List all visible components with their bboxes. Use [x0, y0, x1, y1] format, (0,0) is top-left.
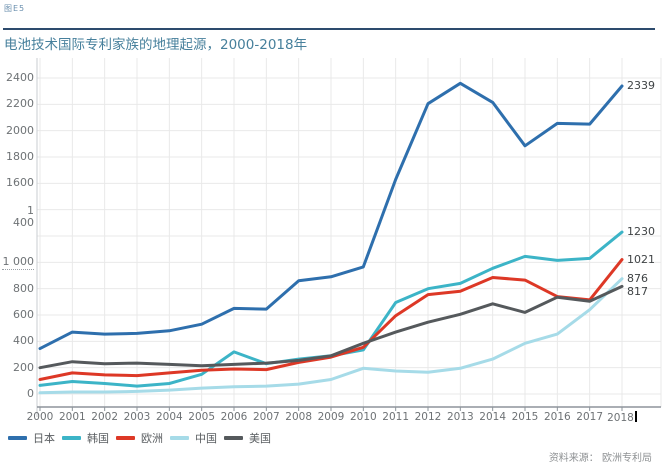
y-axis-tick-label: 1800: [6, 150, 34, 163]
chart-legend: 日本 韩国 欧洲 中国 美国: [8, 430, 271, 446]
legend-item-欧洲: 欧洲: [116, 430, 163, 446]
legend-swatch-icon: [116, 436, 135, 440]
y-axis-tick-label: 2400: [6, 71, 34, 84]
x-axis-tick-label: 2008: [285, 411, 313, 423]
x-axis-tick-label: 2005: [188, 411, 216, 423]
x-axis-tick-label: 2002: [91, 411, 119, 423]
legend-swatch-icon: [8, 436, 27, 440]
x-axis-tick-label: 2015: [511, 411, 539, 423]
y-axis-tick-label: 800: [13, 281, 34, 295]
x-axis-tick-label: 2009: [317, 411, 345, 423]
x-axis-tick-label: 2004: [155, 411, 183, 423]
series-end-label-欧洲: 1021: [627, 252, 655, 266]
legend-label: 欧洲: [141, 432, 163, 445]
legend-item-中国: 中国: [170, 430, 217, 446]
series-lines: [38, 81, 624, 395]
y-axis-tick-label: 400: [13, 334, 34, 348]
y-axis-tick-label: 0: [27, 387, 34, 400]
axes: [36, 58, 661, 417]
x-axis-tick-label: 2011: [382, 411, 410, 423]
x-axis-tick-label: 2018: [605, 411, 639, 424]
y-axis-tick-label: 1600: [6, 176, 34, 190]
x-axis-tick-label: 2010: [349, 411, 377, 423]
x-axis-tick-label: 2000: [26, 411, 54, 423]
y-axis-tick-label: 2000: [6, 123, 34, 137]
series-end-label-日本: 2339: [627, 79, 655, 93]
x-axis-tick-label: 2006: [220, 411, 248, 423]
title-divider: [3, 28, 655, 30]
legend-item-韩国: 韩国: [62, 430, 109, 446]
gridlines: [37, 58, 662, 407]
chart-title: 电池技术国际专利家族的地理起源，2000-2018年: [4, 37, 308, 53]
legend-swatch-icon: [170, 436, 189, 440]
legend-swatch-icon: [62, 436, 81, 440]
legend-label: 日本: [33, 432, 55, 445]
series-end-label-美国: 817: [627, 284, 648, 298]
x-axis-tick-label: 2013: [446, 411, 474, 423]
x-axis-tick-label: 2012: [414, 411, 442, 423]
series-end-label-中国: 876: [627, 271, 648, 285]
y-axis-tick-label: 1 000: [2, 255, 34, 271]
x-axis-tick-label: 2007: [252, 411, 280, 423]
series-end-label-韩国: 1230: [627, 225, 655, 239]
legend-item-日本: 日本: [8, 430, 55, 446]
y-axis-tick-label: 600: [13, 308, 34, 321]
x-axis-tick-label: 2003: [123, 411, 151, 423]
y-axis-tick-label: 2200: [6, 97, 34, 111]
figure-label: 图E5: [4, 4, 26, 13]
text-cursor-icon: [634, 411, 637, 422]
source-note: 资料来源： 欧洲专利局: [548, 453, 652, 464]
x-axis-tick-label: 2001: [58, 411, 86, 423]
legend-label: 中国: [195, 432, 217, 445]
y-axis-tick-label: 1 400: [13, 203, 34, 229]
x-axis-tick-label: 2017: [576, 411, 604, 423]
legend-label: 韩国: [87, 432, 109, 445]
series-line-日本: [38, 81, 624, 351]
legend-label: 美国: [249, 432, 271, 445]
x-axis-tick-label: 2014: [479, 411, 507, 423]
series-line-美国: [38, 284, 624, 370]
legend-item-美国: 美国: [224, 430, 271, 446]
series-line-中国: [38, 277, 624, 395]
legend-swatch-icon: [224, 436, 243, 440]
x-axis-tick-label: 2016: [543, 411, 571, 423]
y-axis-tick-label: 200: [13, 360, 34, 374]
